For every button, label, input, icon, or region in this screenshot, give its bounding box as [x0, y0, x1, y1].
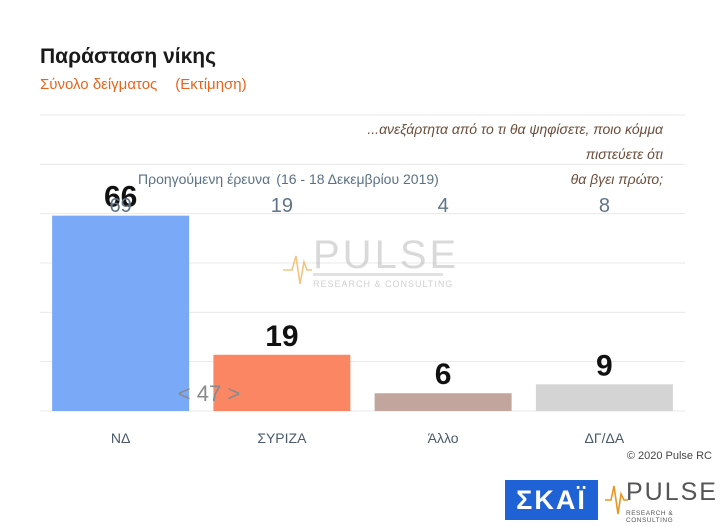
bar-dgda: [535, 384, 673, 411]
watermark-pulse-icon: [283, 255, 312, 285]
category-label-syriza: ΣΥΡΙΖΑ: [257, 430, 307, 446]
question-line-2: θα βγει πρώτο;: [570, 171, 663, 187]
skai-logo: ΣΚΑΪ: [505, 480, 598, 520]
watermark-text: PULSE: [313, 233, 459, 277]
bar-nd: [52, 215, 190, 411]
bar-syriza: [213, 354, 351, 411]
value-label-nd: 66: [104, 181, 137, 214]
pulse-logo-icon: [605, 485, 628, 515]
chart-subtitle: Σύνολο δείγματος (Εκτίμηση): [40, 76, 247, 93]
previous-survey-text: Προηγούμενη έρευνα: [138, 171, 271, 187]
category-label-other: Άλλο: [428, 430, 459, 446]
pulse-logo-tagline: RESEARCH & CONSULTING: [626, 510, 674, 524]
gap-annotation: < 47 >: [178, 381, 240, 406]
chart-title: Παράσταση νίκης: [40, 45, 217, 68]
previous-value-syriza: 19: [271, 195, 293, 217]
bar-other: [374, 393, 512, 411]
category-label-nd: ΝΔ: [111, 430, 130, 446]
survey-question: ...ανεξάρτητα από το τι θα ψηφίσετε, ποι…: [360, 117, 663, 192]
previous-value-dgda: 8: [599, 195, 610, 217]
previous-survey-label: Προηγούμενη έρευνα (16 - 18 Δεκεμβρίου 20…: [138, 171, 439, 187]
watermark-tagline: RESEARCH & CONSULTING: [313, 279, 453, 289]
previous-value-nd: 69: [110, 195, 132, 217]
category-label-dgda: ΔΓ/ΔΑ: [585, 430, 625, 446]
subtitle-text: Σύνολο δείγματος: [40, 76, 158, 93]
value-label-syriza: 19: [265, 320, 298, 353]
previous-survey-dates: (16 - 18 Δεκεμβρίου 2019): [276, 171, 439, 187]
previous-value-other: 4: [438, 195, 449, 217]
copyright: © 2020 Pulse RC: [626, 450, 712, 462]
subtitle-note: (Εκτίμηση): [175, 76, 247, 93]
value-label-dgda: 9: [596, 349, 613, 382]
watermark-bar: [313, 273, 443, 276]
watermark: PULSE RESEARCH & CONSULTING: [283, 233, 459, 289]
pulse-logo-text: PULSE: [626, 478, 718, 506]
pulse-logo: PULSE RESEARCH & CONSULTING: [604, 478, 718, 524]
question-line-1: ...ανεξάρτητα από το τι θα ψηφίσετε, ποι…: [367, 121, 663, 162]
value-label-other: 6: [435, 358, 452, 391]
